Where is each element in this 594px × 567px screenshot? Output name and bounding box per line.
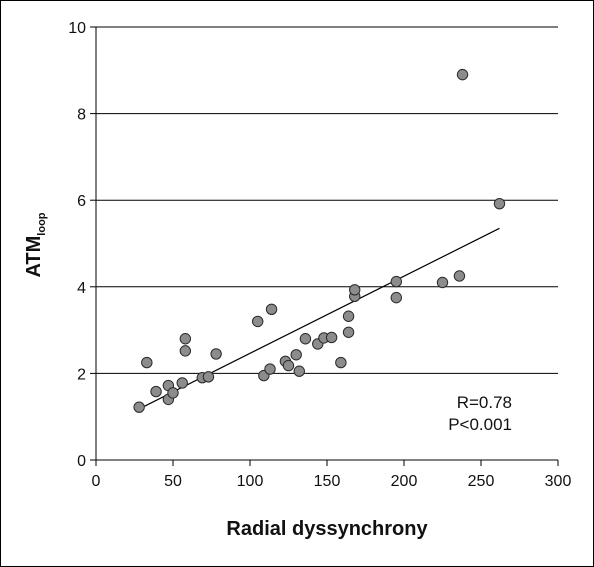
y-tick-label: 2 — [77, 366, 86, 383]
svg-text:ATMloop: ATMloop — [23, 212, 48, 277]
data-point — [342, 326, 355, 338]
data-point — [290, 349, 302, 361]
data-point — [335, 356, 347, 369]
x-tick-label: 300 — [545, 473, 572, 490]
data-points — [133, 68, 506, 413]
y-axis-title-subscript: loop — [36, 212, 48, 235]
data-point — [293, 365, 305, 377]
y-axis-title: ATMloop — [23, 212, 48, 277]
data-point — [390, 275, 402, 288]
x-ticks: 0 50 100 150 200 250 300 — [92, 460, 572, 490]
data-point — [210, 348, 222, 360]
y-axis-title-main: ATM — [23, 236, 45, 278]
data-point — [453, 270, 466, 282]
data-point — [265, 303, 278, 316]
data-point — [252, 315, 264, 328]
annotation-p: P<0.001 — [448, 415, 512, 434]
data-point — [390, 291, 402, 304]
x-tick-label: 0 — [92, 473, 101, 490]
x-axis-title: Radial dyssynchrony — [226, 518, 428, 540]
data-point — [150, 385, 162, 398]
y-tick-label: 0 — [77, 453, 86, 470]
y-tick-label: 4 — [77, 280, 86, 297]
gridlines — [96, 26, 558, 374]
data-point — [179, 333, 192, 345]
annotation-r: R=0.78 — [457, 393, 512, 412]
data-point — [493, 197, 506, 210]
data-point — [299, 333, 312, 345]
data-point — [436, 276, 449, 289]
y-tick-label: 10 — [68, 20, 86, 37]
data-point — [133, 401, 145, 413]
data-point — [349, 284, 361, 296]
data-point — [282, 359, 295, 372]
y-tick-label: 6 — [77, 193, 86, 210]
y-ticks: 0 2 4 6 8 10 — [68, 20, 96, 470]
y-tick-label: 8 — [77, 107, 86, 124]
data-point — [456, 68, 469, 81]
data-point — [179, 345, 192, 357]
x-tick-label: 50 — [164, 473, 182, 490]
x-tick-label: 150 — [314, 473, 341, 490]
x-tick-label: 200 — [391, 473, 418, 490]
trendline — [138, 227, 500, 410]
x-tick-label: 100 — [237, 473, 264, 490]
data-point — [176, 377, 188, 389]
data-point — [342, 310, 355, 322]
x-tick-label: 250 — [468, 473, 495, 490]
data-point — [141, 356, 153, 369]
data-point — [202, 371, 215, 383]
data-point — [264, 363, 276, 375]
trendline-group — [138, 227, 500, 410]
data-point — [325, 331, 338, 344]
data-point — [167, 387, 179, 399]
